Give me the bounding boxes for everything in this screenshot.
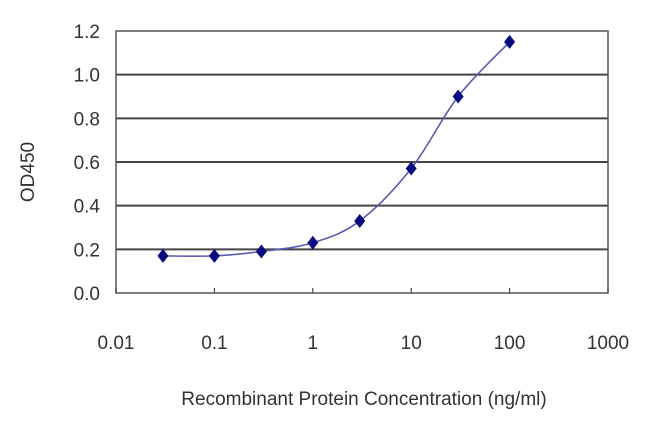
diamond-marker xyxy=(452,89,464,104)
diamond-marker xyxy=(405,161,417,176)
diamond-marker xyxy=(208,248,220,263)
data-markers xyxy=(157,34,516,263)
x-axis-title: Recombinant Protein Concentration (ng/ml… xyxy=(181,389,546,410)
plot-area xyxy=(115,30,609,294)
x-tick-label: 0.1 xyxy=(201,333,227,354)
diamond-marker xyxy=(354,213,366,228)
diamond-marker xyxy=(255,244,267,259)
x-tick-label: 1 xyxy=(308,333,319,354)
y-tick-label: 1.2 xyxy=(74,22,100,43)
y-tick-label: 1.0 xyxy=(74,66,100,87)
y-tick-label: 0.6 xyxy=(74,153,100,174)
diamond-marker xyxy=(307,235,319,250)
y-tick-label: 0.2 xyxy=(74,240,100,261)
y-tick-label: 0.8 xyxy=(74,109,100,130)
y-tick-label: 0.4 xyxy=(74,197,101,218)
y-gridlines xyxy=(116,73,608,251)
y-tick-label: 0.0 xyxy=(74,284,100,305)
diamond-marker xyxy=(504,34,516,49)
x-tick-label: 100 xyxy=(494,333,526,354)
y-axis-title: OD450 xyxy=(18,142,39,202)
x-tick-label: 1000 xyxy=(587,333,629,354)
x-axis-ticks xyxy=(115,288,609,293)
y-axis-tick-labels: 0.0 0.2 0.4 0.6 0.8 1.0 1.2 xyxy=(74,22,101,305)
x-axis-tick-labels: 0.01 0.1 1 10 100 1000 xyxy=(98,333,630,354)
x-tick-label: 10 xyxy=(401,333,422,354)
diamond-marker xyxy=(157,248,169,263)
x-tick-label: 0.01 xyxy=(98,333,135,354)
